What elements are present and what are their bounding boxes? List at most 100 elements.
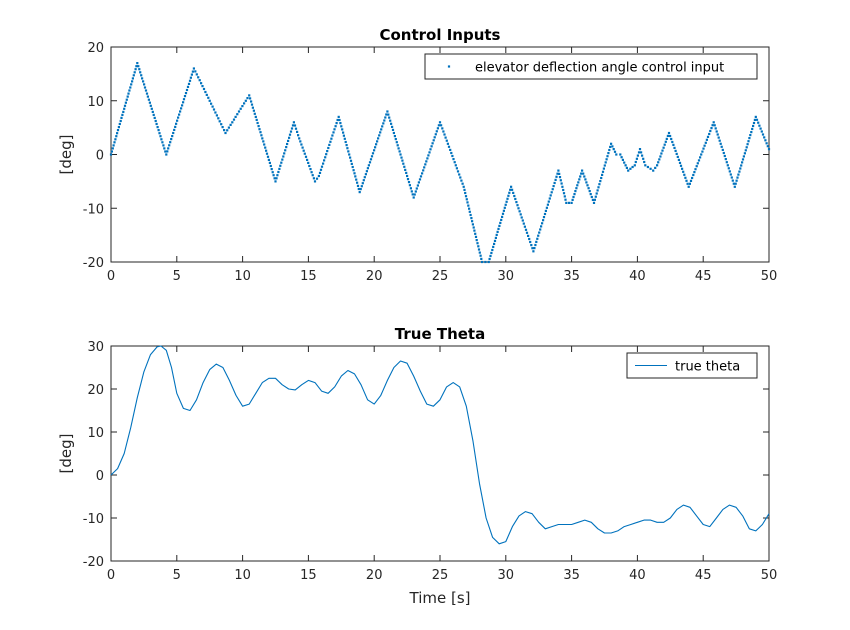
series-point bbox=[426, 157, 429, 160]
series-point bbox=[742, 155, 745, 158]
series-point bbox=[712, 121, 715, 124]
series-point bbox=[398, 150, 401, 153]
series-point bbox=[231, 121, 234, 124]
series-point bbox=[143, 86, 147, 89]
series-point bbox=[464, 195, 468, 198]
series-point bbox=[643, 160, 646, 164]
series-point bbox=[194, 70, 197, 73]
y-tick-label: -20 bbox=[83, 256, 104, 271]
series-point bbox=[499, 221, 502, 224]
series-point bbox=[741, 158, 745, 161]
chart-title: Control Inputs bbox=[379, 26, 500, 44]
series-point bbox=[251, 106, 254, 109]
series-point bbox=[503, 206, 506, 209]
series-point bbox=[654, 166, 657, 169]
series-point bbox=[504, 203, 507, 206]
series-point bbox=[276, 174, 279, 177]
series-point bbox=[441, 127, 444, 130]
series-point bbox=[701, 150, 704, 153]
series-point bbox=[246, 97, 249, 100]
series-point bbox=[292, 121, 295, 124]
series-point bbox=[597, 186, 600, 189]
series-point bbox=[745, 146, 748, 149]
series-point bbox=[601, 170, 605, 173]
series-point bbox=[274, 180, 277, 183]
series-point bbox=[522, 222, 525, 225]
series-point bbox=[446, 142, 449, 145]
series-point bbox=[269, 164, 272, 168]
series-point bbox=[134, 68, 137, 71]
series-point bbox=[149, 104, 152, 107]
series-point bbox=[395, 141, 398, 144]
series-point bbox=[447, 145, 451, 148]
series-point bbox=[288, 133, 292, 136]
series-point bbox=[559, 179, 562, 182]
x-tick-label: 15 bbox=[300, 269, 317, 284]
series-point bbox=[359, 188, 362, 191]
series-point bbox=[156, 126, 159, 129]
series-point bbox=[509, 188, 512, 191]
series-point bbox=[405, 171, 408, 174]
series-point bbox=[519, 213, 522, 216]
series-point bbox=[593, 198, 596, 201]
series-point bbox=[294, 127, 298, 130]
series-point bbox=[387, 113, 390, 116]
series-point bbox=[406, 174, 409, 178]
series-point bbox=[118, 122, 121, 126]
series-point bbox=[752, 121, 756, 125]
series-point bbox=[250, 103, 254, 106]
series-point bbox=[733, 185, 736, 188]
series-point bbox=[563, 195, 566, 198]
series-point bbox=[458, 173, 461, 176]
series-point bbox=[476, 242, 479, 245]
series-point bbox=[725, 161, 728, 164]
series-point bbox=[259, 131, 262, 134]
series-point bbox=[411, 193, 414, 196]
series-point bbox=[159, 135, 162, 138]
series-point bbox=[221, 126, 224, 129]
series-point bbox=[765, 142, 768, 145]
series-point bbox=[127, 92, 130, 95]
series-point bbox=[511, 188, 514, 191]
series-point bbox=[116, 129, 120, 132]
series-point bbox=[749, 134, 752, 137]
series-point bbox=[708, 132, 711, 136]
y-tick-label: 20 bbox=[87, 383, 104, 398]
series-point bbox=[380, 128, 383, 131]
series-point bbox=[460, 179, 463, 182]
series-point bbox=[510, 185, 513, 188]
series-point bbox=[516, 204, 519, 207]
series-point bbox=[557, 169, 560, 172]
series-point bbox=[129, 86, 132, 89]
series-point bbox=[354, 175, 357, 178]
series-point bbox=[471, 220, 474, 223]
series-point bbox=[759, 127, 762, 130]
series-point bbox=[506, 197, 509, 200]
series-point bbox=[327, 146, 330, 150]
series-point bbox=[715, 130, 718, 133]
series-point bbox=[173, 128, 176, 131]
series-point bbox=[343, 137, 346, 140]
series-point bbox=[686, 182, 689, 185]
series-point bbox=[445, 139, 448, 142]
series-point bbox=[237, 110, 241, 113]
series-point bbox=[477, 248, 481, 251]
series-point bbox=[689, 179, 693, 182]
series-point bbox=[642, 157, 645, 160]
series-point bbox=[304, 155, 308, 158]
series-point bbox=[472, 226, 475, 229]
series-point bbox=[182, 98, 186, 101]
series-point bbox=[588, 190, 591, 193]
series-point bbox=[760, 130, 763, 133]
series-point bbox=[501, 215, 504, 218]
series-point bbox=[540, 225, 543, 228]
series-point bbox=[390, 122, 393, 125]
series-point bbox=[700, 153, 703, 156]
series-point bbox=[681, 167, 684, 170]
series-point bbox=[139, 71, 142, 74]
series-point bbox=[452, 158, 455, 161]
series-point bbox=[743, 152, 746, 155]
series-point bbox=[310, 171, 313, 174]
series-point bbox=[594, 195, 597, 198]
